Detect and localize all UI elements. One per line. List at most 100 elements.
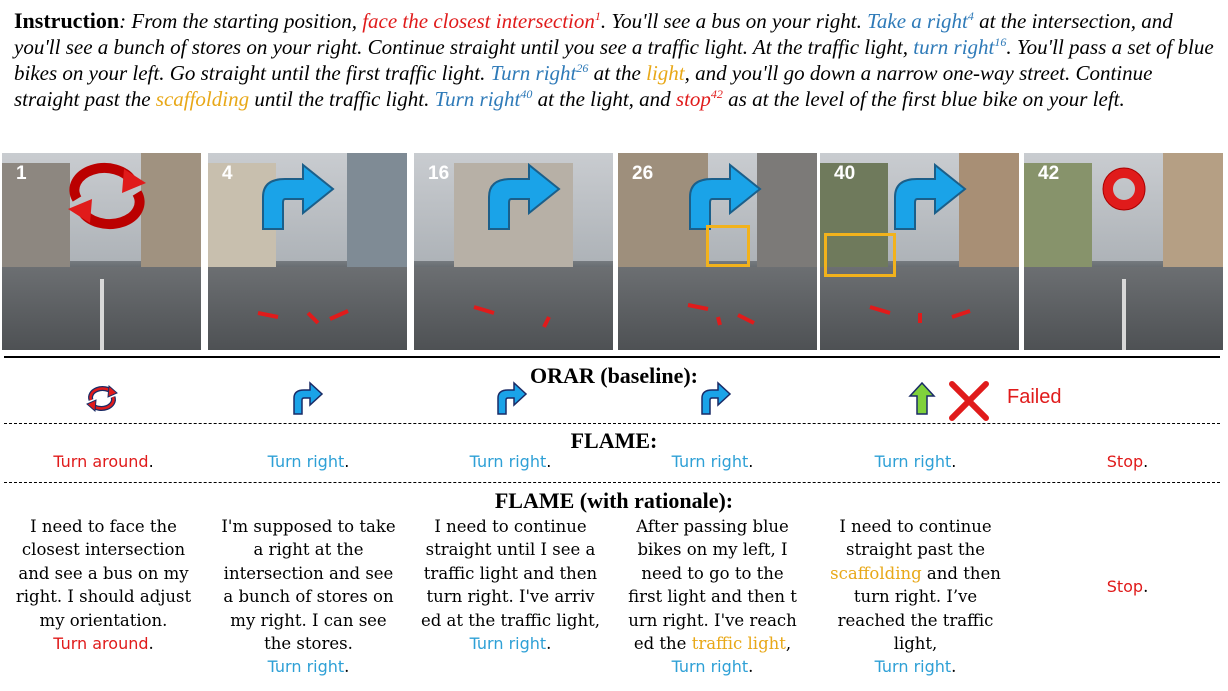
step-index: 4	[967, 9, 974, 23]
rationale-line: right. I should adjust	[15, 587, 192, 607]
flame-action: Turn right.	[469, 452, 552, 471]
instruction-segment: From the starting position,	[131, 9, 363, 33]
rationale-line: I'm supposed to take	[221, 517, 396, 536]
step-index: 26	[576, 61, 589, 75]
rationale-line: reached the traffic	[837, 610, 994, 630]
rationale-action: Turn right.	[671, 657, 754, 677]
turn-right-arrow-icon	[894, 162, 967, 230]
flame-action: Turn right.	[874, 452, 957, 471]
frame-1: 1	[2, 153, 201, 350]
rationale-line: ed the traffic light,	[611, 632, 814, 655]
rationale-line: and see a bus on my	[18, 563, 189, 583]
action-label: Turn right	[671, 657, 749, 677]
instruction-label: Instruction	[14, 8, 120, 33]
direction-marks	[869, 305, 971, 323]
frame-42: 42	[1024, 153, 1223, 350]
rationale-cell: I need to continue straight until I see a…	[409, 515, 612, 655]
rationale-line: light,	[893, 634, 938, 654]
traffic-light-highlight	[706, 225, 750, 267]
turn-right-arrow-icon	[488, 162, 561, 230]
rationale-cell: I'm supposed to take a right at the inters…	[207, 515, 410, 679]
frame-number: 1	[16, 163, 27, 184]
turn-right-arrow-icon	[689, 162, 762, 230]
action-label: Turn right	[874, 452, 952, 471]
direction-marks	[257, 309, 349, 325]
rationale-line: bikes on my left, I	[637, 540, 788, 560]
divider-dashed	[4, 423, 1220, 424]
rationale-line: the stores.	[264, 634, 353, 654]
flame-title: FLAME:	[570, 428, 658, 453]
rationale-line: ed at the traffic light,	[420, 610, 600, 630]
frame-number: 26	[632, 163, 654, 184]
frame-40: 40	[820, 153, 1019, 350]
flame-action: Turn around.	[53, 452, 154, 471]
action-label: Turn around	[53, 452, 149, 471]
step-index: 42	[710, 87, 723, 101]
stop-ring-icon	[1102, 167, 1146, 211]
instruction-segment: stop	[675, 87, 711, 111]
divider-solid	[4, 356, 1220, 358]
instruction-segment: . You'll see a bus on your right.	[600, 9, 868, 33]
highlight-term: scaffolding	[830, 563, 922, 583]
rationale-text: ed the	[633, 634, 692, 654]
rationale-line: I need to continue	[434, 517, 587, 536]
direction-marks	[473, 305, 551, 328]
action-label: Stop	[1106, 452, 1144, 471]
rationale-line: turn right. I’ve	[853, 587, 978, 607]
frame-26: 26	[618, 153, 817, 350]
rationale-line: After passing blue	[636, 517, 789, 536]
frame-number: 16	[428, 163, 450, 184]
frame-number: 40	[834, 163, 856, 184]
instruction-segment: as at the level of the first blue bike o…	[722, 87, 1125, 111]
action-label: Stop	[1106, 577, 1144, 596]
rationale-line: I need to face the	[30, 517, 177, 536]
street-view-frames: 1 4 16 26	[0, 153, 1228, 350]
rationale-line: closest intersection	[21, 540, 186, 560]
instruction-segment: at the intersection, and you'll see a bu…	[14, 9, 1173, 59]
instruction-segment: turn right	[913, 35, 995, 59]
rationale-line: turn right. I've arriv	[426, 587, 595, 607]
instruction-segment: Take a right	[867, 9, 968, 33]
rationale-line: first light and then t	[628, 587, 797, 607]
highlight-term: traffic light	[691, 634, 786, 654]
instruction-segment: :	[119, 9, 132, 33]
flame-rationale-title: FLAME (with rationale):	[494, 488, 734, 513]
frame-number: 42	[1038, 163, 1060, 184]
rationale-line: urn right. I've reach	[628, 610, 797, 630]
frame-number: 4	[222, 163, 233, 184]
turn-around-icon	[86, 384, 118, 413]
frame-16: 16	[414, 153, 613, 350]
failed-label: Failed	[1007, 386, 1062, 408]
instruction-text: : From the starting position, face the c…	[14, 9, 1214, 111]
scaffolding-highlight	[824, 233, 896, 277]
rationale-line: a right at the	[253, 540, 364, 560]
turn-around-icon	[68, 162, 146, 230]
rationale-line: straight past the	[846, 540, 985, 560]
rationale-action: Turn right.	[469, 634, 552, 654]
rationale-line: my orientation.	[39, 610, 168, 630]
rationale-action: Turn right.	[874, 657, 957, 677]
instruction-segment: until the traffic light.	[249, 87, 435, 111]
action-label: Turn right	[267, 657, 345, 677]
rationale-line: need to go to the	[641, 563, 784, 583]
rationale-line: scaffolding and then	[814, 562, 1017, 585]
instruction-segment: at the light, and	[532, 87, 676, 111]
rationale-action: Turn right.	[267, 657, 350, 677]
direction-marks	[687, 303, 755, 326]
orar-title: ORAR (baseline):	[529, 363, 699, 388]
rationale-line: I need to continue	[839, 517, 992, 536]
turn-right-arrow-icon	[262, 162, 335, 230]
step-index: 16	[994, 35, 1007, 49]
instruction-segment: scaffolding	[155, 87, 250, 111]
flame-action: Stop.	[1106, 452, 1149, 471]
rationale-cell: Stop.	[1026, 575, 1228, 598]
rationale-action: Turn around.	[53, 634, 154, 654]
instruction-segment: . You'll pass a set of blue bikes on you…	[14, 35, 1214, 85]
turn-right-icon	[497, 381, 528, 415]
step-index: 40	[520, 87, 533, 101]
rationale-text: ,	[785, 634, 792, 654]
instruction-segment: Turn right	[490, 61, 577, 85]
rationale-cell: After passing blue bikes on my left, I nee…	[611, 515, 814, 679]
turn-right-icon	[293, 381, 324, 415]
rationale-line: traffic light and then	[423, 563, 598, 583]
